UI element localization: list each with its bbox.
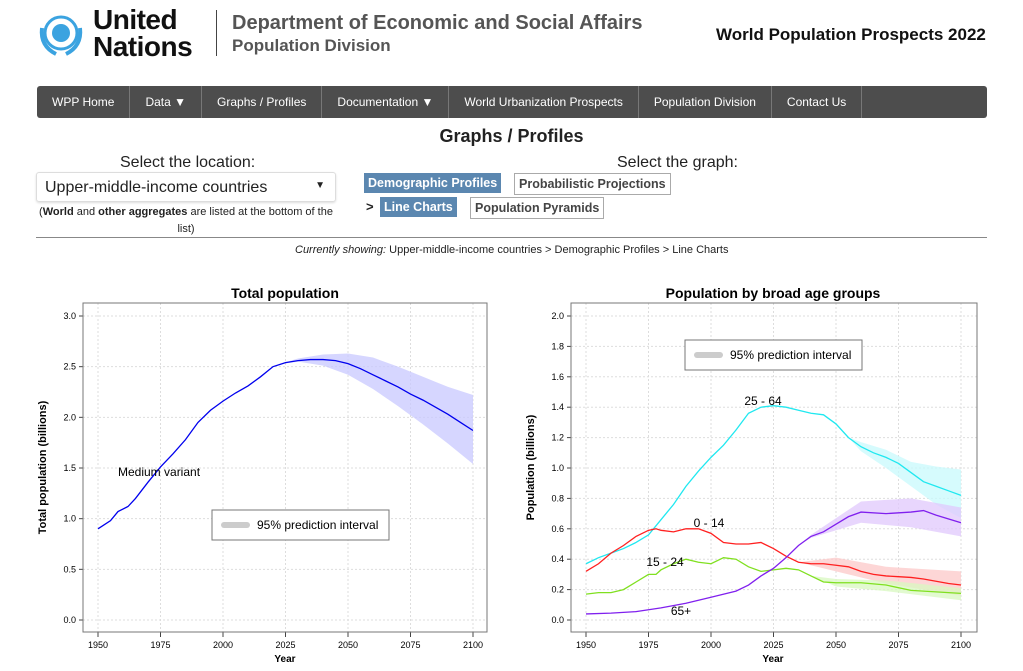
location-selected: Upper-middle-income countries: [45, 179, 268, 196]
nav-graphs-profiles[interactable]: Graphs / Profiles: [202, 86, 323, 118]
sub-arrow: >: [366, 199, 374, 214]
graph-label: Select the graph:: [617, 154, 738, 171]
nav-wpp-home[interactable]: WPP Home: [37, 86, 131, 118]
x-tick-label: 2100: [951, 640, 971, 650]
x-tick-label: 2100: [463, 640, 483, 650]
x-tick-label: 2075: [400, 640, 420, 650]
y-axis-label: Total population (billions): [37, 400, 49, 534]
org-line1: United: [93, 4, 178, 35]
prediction-band: [278, 353, 473, 464]
divider: [36, 237, 987, 238]
y-tick-label: 1.8: [551, 341, 564, 351]
x-tick-label: 2025: [763, 640, 783, 650]
y-axis-label: Population (billions): [525, 414, 537, 520]
x-tick-label: 2050: [338, 640, 358, 650]
un-wordmark: United Nations: [93, 4, 193, 62]
x-tick-label: 2000: [701, 640, 721, 650]
un-logo[interactable]: [36, 8, 86, 58]
nav-data[interactable]: Data ▼: [130, 86, 203, 118]
y-tick-label: 1.0: [63, 514, 76, 524]
y-tick-label: 2.0: [551, 311, 564, 321]
charts: Total population 1950 1975 2000 2025 2050 2075…: [37, 285, 978, 665]
x-tick-label: 2075: [888, 640, 908, 650]
series-label: 65+: [671, 604, 691, 618]
location-select[interactable]: Upper-middle-income countries ▼: [36, 172, 336, 202]
x-axis-label: Year: [274, 654, 295, 665]
population-pyramids-button[interactable]: Population Pyramids: [470, 197, 605, 219]
y-tick-label: 0.8: [551, 493, 564, 503]
y-tick-label: 1.5: [63, 463, 76, 473]
y-tick-label: 2.5: [63, 362, 76, 372]
legend-label: 95% prediction interval: [730, 348, 851, 362]
chart-title: Population by broad age groups: [666, 285, 881, 301]
chevron-down-icon: ▼: [315, 180, 325, 191]
y-tick-label: 1.6: [551, 372, 564, 382]
prediction-band: [798, 498, 961, 546]
y-tick-label: 0.2: [551, 585, 564, 595]
series-line: [585, 528, 962, 586]
line-charts-button[interactable]: Line Charts: [380, 197, 457, 217]
y-tick-label: 3.0: [63, 311, 76, 321]
nav-urbanization[interactable]: World Urbanization Prospects: [449, 86, 639, 118]
y-tick-label: 2.0: [63, 412, 76, 422]
series-line: [585, 557, 962, 595]
prediction-band: [848, 437, 961, 519]
page-title: Graphs / Profiles: [439, 126, 584, 146]
nav-population-division[interactable]: Population Division: [639, 86, 772, 118]
x-tick-label: 2025: [275, 640, 295, 650]
org-line2: Nations: [93, 31, 193, 62]
nav-documentation[interactable]: Documentation ▼: [322, 86, 450, 118]
y-tick-label: 1.0: [551, 463, 564, 473]
x-tick-label: 1950: [88, 640, 108, 650]
series-label: 15 - 24: [646, 555, 684, 569]
x-tick-label: 1975: [638, 640, 658, 650]
main-nav: WPP Home Data ▼ Graphs / Profiles Docume…: [37, 86, 987, 118]
x-axis-label: Year: [762, 654, 783, 665]
division-title: Population Division: [232, 36, 391, 55]
location-note: (World and other aggregates are listed a…: [39, 206, 333, 235]
x-tick-label: 2050: [826, 640, 846, 650]
series-label: 25 - 64: [744, 394, 782, 408]
location-label: Select the location:: [120, 154, 256, 171]
y-tick-label: 0.5: [63, 564, 76, 574]
x-tick-label: 2000: [213, 640, 233, 650]
x-tick-label: 1950: [576, 640, 596, 650]
y-tick-label: 1.2: [551, 433, 564, 443]
series-line: [585, 405, 962, 565]
nav-contact[interactable]: Contact Us: [772, 86, 863, 118]
plot-frame: [570, 302, 978, 633]
chart-annotation: Medium variant: [118, 465, 201, 479]
series-line: [97, 358, 474, 530]
department-title: Department of Economic and Social Affair…: [232, 12, 643, 34]
x-tick-label: 1975: [150, 640, 170, 650]
y-tick-label: 0.4: [551, 554, 564, 564]
product-title: World Population Prospects 2022: [716, 25, 986, 44]
chart-title: Total population: [231, 285, 339, 301]
demographic-profiles-button[interactable]: Demographic Profiles: [364, 173, 502, 193]
prediction-band: [811, 575, 961, 601]
y-tick-label: 0.6: [551, 524, 564, 534]
y-tick-label: 1.4: [551, 402, 564, 412]
y-tick-label: 0.0: [551, 615, 564, 625]
current-path: Currently showing: Upper-middle-income c…: [295, 244, 729, 256]
header-divider: [216, 10, 217, 56]
probabilistic-projections-button[interactable]: Probabilistic Projections: [514, 173, 671, 195]
y-tick-label: 0.0: [63, 615, 76, 625]
legend-label: 95% prediction interval: [257, 518, 378, 532]
plot-frame: [82, 302, 488, 633]
series-label: 0 - 14: [694, 516, 725, 530]
series-line: [585, 509, 962, 615]
